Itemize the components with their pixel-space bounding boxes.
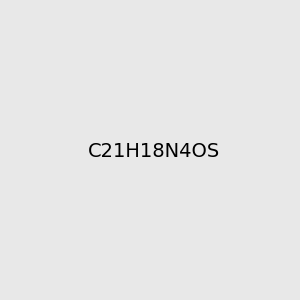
Text: C21H18N4OS: C21H18N4OS — [88, 142, 220, 161]
